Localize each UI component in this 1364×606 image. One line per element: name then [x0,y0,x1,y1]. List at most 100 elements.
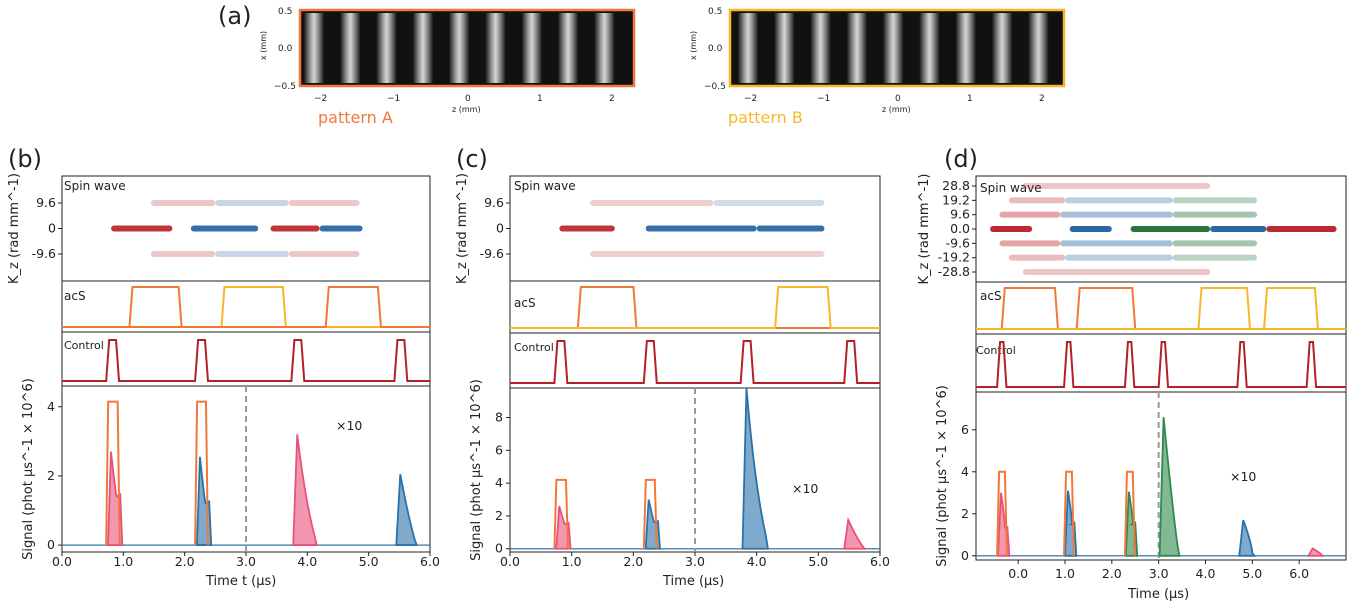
acs-pulse [976,288,1346,329]
panel-label-c: (c) [456,145,488,173]
kz-ylabel: K_z (rad mm^-1) [455,173,470,284]
spin-wave-streak [1009,255,1065,261]
xtick-label: 3.0 [1149,566,1169,581]
control-trace [62,340,430,381]
acs-pulse [510,287,880,328]
panel-label-b: (b) [8,145,42,173]
control-label: Control [64,339,104,352]
xtick-label: 0.0 [1008,566,1028,581]
pattern-b-xtick: 1 [967,94,973,104]
pattern-a-image [300,10,634,86]
xtick-label: 5.0 [359,554,379,569]
control-trace [976,342,1346,387]
fringe-stripe [920,13,940,83]
kz-ylabel: K_z (rad mm^-1) [7,173,22,284]
xtick-label: 1.0 [113,554,133,569]
xtick-label: 2.0 [1102,566,1122,581]
spin-wave-streak [999,212,1060,218]
spin-wave-streak [590,251,824,257]
spin-wave-streak [590,200,713,206]
spin-wave-streak [559,226,615,232]
signal-ytick-label: 8 [495,410,503,425]
control-label: Control [976,344,1016,357]
signal-ytick-label: 4 [47,399,55,414]
signal-peak [646,500,660,549]
pattern-a-xtick: −2 [314,94,327,104]
spin-wave-streak [151,200,215,206]
kz-tick-label: 0.0 [950,221,970,236]
signal-peak [1160,417,1180,556]
pattern-b-caption: pattern B [728,108,803,127]
spin-wave-streak [1065,197,1173,203]
kz-tick-label: -19.2 [938,250,970,265]
spin-wave-streak [990,226,1032,232]
pattern-a-xtick: 2 [609,94,615,104]
fringe-stripe [883,13,903,83]
fringe-stripe [774,13,794,83]
kz-tick-label: -9.6 [32,246,56,261]
pattern-a-xticks: −2 −1 0 1 2 [314,94,615,104]
signal-peak [197,457,211,545]
spin-wave-streak [1266,226,1336,232]
signal-ylabel: Signal (phot µs^-1 × 10^6) [21,378,36,560]
xtick-label: 5.0 [808,554,828,569]
pattern-b-image [730,10,1064,86]
spin-wave-streak [289,200,360,206]
spin-wave-streak [215,251,289,257]
multiplier-label: ×10 [1230,469,1256,484]
spin-wave-streak [1060,240,1172,246]
kz-tick-label: 0 [496,221,504,236]
xtick-label: 2.0 [175,554,195,569]
kz-tick-label: 9.6 [950,207,970,222]
xtick-label: 0.0 [500,554,520,569]
spin-wave-streak [714,200,825,206]
signal-peak [742,388,767,549]
pattern-b-xtick: −1 [817,94,830,104]
kz-tick-label: -28.8 [938,264,970,279]
fringe-stripe [847,13,867,83]
pattern-b-ytick: 0.0 [708,44,723,54]
spin-wave-streak [289,251,360,257]
acs-pulse [62,287,430,327]
xtick-label: 3.0 [685,554,705,569]
pattern-a-xtick: −1 [387,94,400,104]
spin-wave-streak [757,226,825,232]
signal-ytick-label: 0 [961,548,969,563]
acs-label: acS [64,289,86,303]
multiplier-label: ×10 [792,481,818,496]
fringe-stripe [522,13,542,83]
xtick-label: 1.0 [562,554,582,569]
spin-wave-label: Spin wave [64,179,126,193]
fringe-stripe [1028,13,1048,83]
acs-label: acS [514,296,536,310]
xtick-label: 4.0 [297,554,317,569]
spin-wave-label: Spin wave [514,179,576,193]
xtick-label: 4.0 [747,554,767,569]
pattern-a-xtick: 1 [537,94,543,104]
spin-wave-streak [191,226,258,232]
panel-d: (d) Spin wave acS Control ×10 Time (µs) … [917,145,1346,602]
spin-wave-streak [1009,197,1065,203]
spin-wave-streak [1070,226,1112,232]
kz-tick-label: -9.6 [480,246,504,261]
fringe-stripe [340,13,360,83]
control-label: Control [514,341,554,354]
spin-wave-streak [646,226,757,232]
signal-ytick-label: 2 [961,506,969,521]
spin-wave-streak [999,240,1060,246]
xtick-label: 6.0 [420,554,440,569]
spin-wave-streak [1023,269,1210,275]
xtick-label: 5.0 [1242,566,1262,581]
multiplier-label: ×10 [336,418,362,433]
spin-wave-streak [1060,212,1172,218]
signal-ytick-label: 6 [961,422,969,437]
pattern-b-fringes [738,13,1048,83]
fringe-stripe [956,13,976,83]
fringe-stripe [811,13,831,83]
pattern-b-xtick: 0 [895,94,901,104]
spin-wave-streak [111,226,172,232]
fringe-stripe [594,13,614,83]
pattern-a-ylabel: x (mm) [259,31,268,60]
acs-label: acS [980,289,1002,303]
